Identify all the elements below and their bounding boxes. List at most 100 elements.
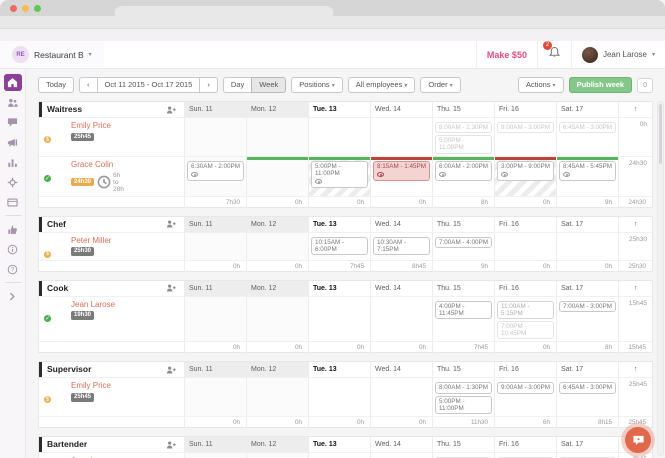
window-close-icon[interactable] bbox=[10, 5, 17, 12]
vertical-scrollbar[interactable] bbox=[657, 101, 664, 456]
shift[interactable]: 5:00PM - 11:00PM bbox=[435, 135, 492, 154]
shift[interactable]: 7:00AM - 3:00PM bbox=[559, 300, 616, 312]
add-employee-button[interactable] bbox=[166, 105, 176, 115]
shift-cell[interactable] bbox=[184, 378, 246, 417]
shift-cell[interactable] bbox=[308, 296, 370, 342]
shift-cell[interactable] bbox=[184, 118, 246, 156]
shift-cell[interactable] bbox=[370, 118, 432, 156]
week-total-sort[interactable]: ↑ bbox=[618, 362, 652, 378]
add-employee-button[interactable] bbox=[166, 219, 176, 229]
shift-cell[interactable] bbox=[184, 296, 246, 342]
shift-cell[interactable]: 10:30AM - 7:15PM bbox=[370, 232, 432, 260]
shift-cell[interactable]: 4:00PM - 11:45PM bbox=[432, 453, 494, 458]
add-employee-button[interactable] bbox=[166, 440, 176, 450]
shift-cell[interactable] bbox=[370, 453, 432, 458]
week-total-sort[interactable]: ↑ bbox=[618, 280, 652, 296]
positions-filter-button[interactable]: Positions ▾ bbox=[291, 77, 343, 93]
shift-cell[interactable] bbox=[370, 378, 432, 417]
shift[interactable]: 8:00AM - 1:30PM bbox=[435, 382, 492, 394]
shift[interactable]: 8:45AM - 5:45PM bbox=[559, 160, 616, 182]
shift-cell[interactable]: 7:00AM - 4:00PM bbox=[432, 232, 494, 260]
employee-name-link[interactable]: Peter Miller bbox=[71, 235, 112, 245]
user-menu[interactable]: Jean Larose ▾ bbox=[570, 41, 665, 68]
shift-cell[interactable]: 8:45AM - 5:45PM bbox=[556, 156, 618, 196]
browser-tab[interactable] bbox=[115, 6, 333, 16]
shift-cell[interactable]: 9:00AM - 3:00PM bbox=[494, 118, 556, 156]
referral-link[interactable]: Make $50 bbox=[475, 41, 537, 68]
shift[interactable]: 5:00PM - 11:00PM bbox=[311, 160, 368, 189]
add-employee-button[interactable] bbox=[166, 283, 176, 293]
week-total-sort[interactable]: ↑ bbox=[618, 216, 652, 232]
shift-cell[interactable] bbox=[246, 232, 308, 260]
today-button[interactable]: Today bbox=[38, 77, 75, 93]
shift-cell[interactable]: 8:00AM - 1:30PM 5:00PM - 11:00PM bbox=[432, 378, 494, 417]
shift-cell[interactable] bbox=[308, 378, 370, 417]
employee-name-link[interactable]: Grace Colin bbox=[71, 159, 114, 169]
employee-name-link[interactable]: Emily Price bbox=[71, 381, 112, 391]
shift[interactable]: 8:15AM - 1:45PM bbox=[373, 160, 430, 182]
sidebar-item-info[interactable] bbox=[4, 241, 22, 258]
shift[interactable]: 6:00AM - 2:00PM bbox=[435, 160, 492, 182]
sidebar-item-expand[interactable] bbox=[4, 288, 22, 305]
shift-cell[interactable]: 7:00AM - 3:00PM bbox=[556, 296, 618, 342]
shift-cell[interactable] bbox=[246, 453, 308, 458]
shift-cell[interactable] bbox=[184, 453, 246, 458]
shift[interactable]: 7:00AM - 4:00PM bbox=[435, 236, 492, 248]
sidebar-item-team[interactable] bbox=[4, 94, 22, 111]
window-minimize-icon[interactable] bbox=[22, 5, 29, 12]
sidebar-item-settings[interactable] bbox=[4, 174, 22, 191]
sidebar-item-home[interactable] bbox=[3, 73, 22, 91]
shift[interactable]: 11:00AM - 5:15PM bbox=[497, 300, 554, 319]
shift-cell[interactable]: 6:45AM - 3:00PM bbox=[556, 118, 618, 156]
week-total-sort[interactable]: ↑ bbox=[618, 102, 652, 117]
shift-cell[interactable]: 8:15AM - 1:45PM bbox=[370, 156, 432, 196]
order-button[interactable]: Order ▾ bbox=[420, 77, 461, 93]
publish-week-button[interactable]: Publish week bbox=[568, 77, 633, 93]
sidebar-item-announcement[interactable] bbox=[4, 134, 22, 151]
shift-cell[interactable]: 4:00PM - 11:45PM bbox=[432, 296, 494, 342]
next-week-button[interactable]: › bbox=[199, 77, 218, 93]
shift-cell[interactable] bbox=[246, 156, 308, 196]
shift[interactable]: 5:00PM - 11:00PM bbox=[435, 395, 492, 415]
shift[interactable]: 9:00AM - 3:00PM bbox=[497, 122, 554, 134]
shift[interactable]: 4:00PM - 11:45PM bbox=[435, 300, 492, 319]
shift[interactable]: 6:45AM - 3:00PM bbox=[559, 122, 616, 134]
shift-cell[interactable] bbox=[556, 232, 618, 260]
shift-cell[interactable]: 6:45AM - 3:00PM bbox=[556, 378, 618, 417]
sidebar-item-stats[interactable] bbox=[4, 154, 22, 171]
shift[interactable]: 8:00AM - 1:30PM bbox=[435, 122, 492, 134]
shift-cell[interactable]: 9:00AM - 3:00PM bbox=[494, 378, 556, 417]
shift[interactable]: 6:30AM - 2:00PM bbox=[187, 160, 244, 182]
shift-cell[interactable]: 5:00PM - 11:00PM bbox=[308, 156, 370, 196]
shift-cell[interactable] bbox=[184, 232, 246, 260]
help-chat-button[interactable] bbox=[625, 427, 651, 453]
shift-cell[interactable] bbox=[370, 296, 432, 342]
employee-name-link[interactable]: Jean Larose bbox=[71, 456, 115, 458]
add-employee-button[interactable] bbox=[166, 365, 176, 375]
header-search-input[interactable] bbox=[103, 41, 476, 68]
shift[interactable]: 10:30AM - 7:15PM bbox=[373, 236, 430, 255]
actions-button[interactable]: Actions ▾ bbox=[517, 77, 564, 93]
shift-cell[interactable] bbox=[308, 118, 370, 156]
notifications-button[interactable]: 2 bbox=[536, 40, 571, 68]
shift[interactable]: 7:00PM - 10:45PM bbox=[497, 320, 554, 340]
shift[interactable]: 10:15AM - 6:00PM bbox=[311, 236, 368, 255]
scrollbar-thumb[interactable] bbox=[659, 104, 662, 164]
shift-cell[interactable] bbox=[308, 453, 370, 458]
shift-cell[interactable]: 6:00AM - 2:00PM bbox=[432, 156, 494, 196]
shift-cell[interactable] bbox=[246, 296, 308, 342]
shift-cell[interactable] bbox=[246, 378, 308, 417]
shift[interactable]: 6:45AM - 3:00PM bbox=[559, 382, 616, 394]
prev-week-button[interactable]: ‹ bbox=[79, 77, 98, 93]
employees-filter-button[interactable]: All employees ▾ bbox=[347, 77, 416, 93]
shift-cell[interactable] bbox=[494, 232, 556, 260]
sidebar-item-chat[interactable] bbox=[4, 114, 22, 131]
org-switcher[interactable]: RE Restaurant B ▾ bbox=[0, 46, 104, 63]
shift-cell[interactable]: 3:00PM - 9:00PM bbox=[494, 156, 556, 196]
employee-name-link[interactable]: Jean Larose bbox=[71, 299, 116, 309]
sidebar-item-thumbs-up[interactable] bbox=[4, 221, 22, 238]
shift-cell[interactable]: 8:00AM - 1:30PM 5:00PM - 11:00PM bbox=[432, 118, 494, 156]
day-view-button[interactable]: Day bbox=[222, 77, 253, 93]
